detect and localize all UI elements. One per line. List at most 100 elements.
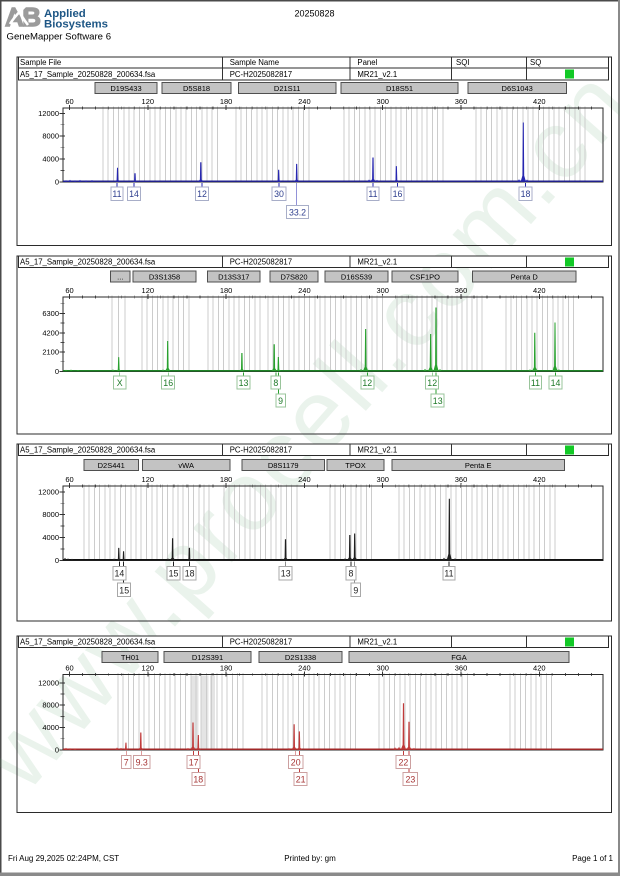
svg-text:22: 22 — [399, 757, 409, 767]
svg-text:420: 420 — [533, 664, 546, 673]
svg-text:0: 0 — [55, 367, 59, 376]
svg-text:GeneMapper Software 6: GeneMapper Software 6 — [7, 32, 112, 43]
svg-text:9: 9 — [278, 396, 283, 406]
svg-text:180: 180 — [220, 286, 233, 295]
svg-text:Penta E: Penta E — [465, 461, 492, 470]
svg-text:7: 7 — [124, 757, 129, 767]
svg-text:8: 8 — [349, 569, 354, 579]
svg-text:420: 420 — [533, 286, 546, 295]
svg-text:12000: 12000 — [38, 678, 59, 687]
svg-text:15: 15 — [119, 585, 129, 595]
svg-text:11: 11 — [368, 189, 377, 199]
svg-text:12: 12 — [427, 378, 437, 388]
svg-text:9: 9 — [353, 585, 358, 595]
svg-text:D18S51: D18S51 — [386, 84, 413, 93]
svg-text:0: 0 — [55, 178, 59, 187]
svg-text:D3S1358: D3S1358 — [149, 273, 180, 282]
svg-text:120: 120 — [142, 97, 155, 106]
svg-text:Sample Name: Sample Name — [230, 58, 279, 67]
svg-text:60: 60 — [65, 664, 73, 673]
svg-text:13: 13 — [281, 569, 291, 579]
svg-text:12: 12 — [197, 189, 207, 199]
svg-text:PC-H2025082817: PC-H2025082817 — [230, 258, 292, 267]
svg-text:11: 11 — [444, 569, 453, 579]
svg-text:16: 16 — [393, 189, 403, 199]
svg-text:180: 180 — [220, 664, 233, 673]
svg-text:D5S818: D5S818 — [183, 84, 210, 93]
svg-text:360: 360 — [455, 475, 468, 484]
svg-text:PC-H2025082817: PC-H2025082817 — [230, 446, 292, 455]
svg-text:6300: 6300 — [42, 309, 59, 318]
svg-text:420: 420 — [533, 475, 546, 484]
svg-text:120: 120 — [142, 664, 155, 673]
svg-text:D12S391: D12S391 — [192, 653, 223, 662]
svg-text:11: 11 — [112, 189, 121, 199]
svg-text:120: 120 — [142, 286, 155, 295]
svg-text:D16S539: D16S539 — [341, 273, 372, 282]
svg-text:Page 1 of 1: Page 1 of 1 — [572, 854, 613, 863]
svg-text:Printed by: gm: Printed by: gm — [284, 854, 336, 863]
svg-text:8: 8 — [273, 378, 278, 388]
svg-text:D19S433: D19S433 — [110, 84, 141, 93]
svg-text:8000: 8000 — [42, 132, 59, 141]
svg-text:PC-H2025082817: PC-H2025082817 — [230, 70, 292, 79]
svg-text:180: 180 — [220, 97, 233, 106]
svg-text:60: 60 — [65, 97, 73, 106]
svg-text:12000: 12000 — [38, 109, 59, 118]
svg-text:D2S441: D2S441 — [98, 461, 125, 470]
svg-text:Fri Aug 29,2025 02:24PM, CST: Fri Aug 29,2025 02:24PM, CST — [8, 854, 119, 863]
svg-text:300: 300 — [376, 286, 389, 295]
svg-text:0: 0 — [55, 746, 59, 755]
svg-text:D7S820: D7S820 — [280, 273, 307, 282]
svg-text:D2S1338: D2S1338 — [285, 653, 316, 662]
svg-text:300: 300 — [376, 664, 389, 673]
svg-text:16: 16 — [163, 378, 173, 388]
svg-text:TH01: TH01 — [121, 653, 139, 662]
svg-text:...: ... — [117, 273, 123, 282]
svg-text:13: 13 — [433, 396, 443, 406]
svg-text:120: 120 — [142, 475, 155, 484]
svg-text:14: 14 — [129, 189, 139, 199]
svg-text:240: 240 — [298, 475, 311, 484]
svg-text:D8S1179: D8S1179 — [268, 461, 299, 470]
svg-text:FGA: FGA — [451, 653, 466, 662]
svg-text:18: 18 — [193, 774, 203, 784]
svg-text:12000: 12000 — [38, 487, 59, 496]
svg-text:30: 30 — [274, 189, 284, 199]
svg-text:2100: 2100 — [42, 348, 59, 357]
svg-text:240: 240 — [298, 286, 311, 295]
svg-text:240: 240 — [298, 97, 311, 106]
svg-text:15: 15 — [169, 569, 179, 579]
svg-text:D13S317: D13S317 — [218, 273, 249, 282]
svg-text:60: 60 — [65, 475, 73, 484]
svg-text:20: 20 — [291, 757, 301, 767]
svg-text:MR21_v2.1: MR21_v2.1 — [357, 70, 397, 79]
svg-text:360: 360 — [455, 286, 468, 295]
svg-text:21: 21 — [296, 774, 306, 784]
svg-text:240: 240 — [298, 664, 311, 673]
svg-text:D21S11: D21S11 — [274, 84, 301, 93]
svg-text:14: 14 — [551, 378, 561, 388]
svg-text:MR21_v2.1: MR21_v2.1 — [357, 258, 397, 267]
svg-text:0: 0 — [55, 556, 59, 565]
svg-text:PC-H2025082817: PC-H2025082817 — [230, 638, 292, 647]
svg-text:MR21_v2.1: MR21_v2.1 — [357, 446, 397, 455]
svg-text:12: 12 — [362, 378, 372, 388]
svg-text:18: 18 — [521, 189, 531, 199]
svg-text:CSF1PO: CSF1PO — [410, 273, 440, 282]
svg-text:Penta D: Penta D — [511, 273, 539, 282]
svg-text:Applied: Applied — [44, 8, 86, 20]
svg-text:MR21_v2.1: MR21_v2.1 — [357, 638, 397, 647]
svg-text:A5_17_Sample_20250828_200634.f: A5_17_Sample_20250828_200634.fsa — [20, 638, 156, 647]
svg-text:18: 18 — [185, 569, 195, 579]
svg-text:60: 60 — [65, 286, 73, 295]
svg-text:Panel: Panel — [357, 58, 377, 67]
svg-text:13: 13 — [239, 378, 249, 388]
svg-text:4000: 4000 — [42, 723, 59, 732]
svg-text:4000: 4000 — [42, 155, 59, 164]
svg-text:D6S1043: D6S1043 — [502, 84, 533, 93]
svg-text:vWA: vWA — [178, 461, 194, 470]
svg-text:A5_17_Sample_20250828_200634.f: A5_17_Sample_20250828_200634.fsa — [20, 258, 156, 267]
svg-text:360: 360 — [455, 97, 468, 106]
svg-text:8000: 8000 — [42, 701, 59, 710]
